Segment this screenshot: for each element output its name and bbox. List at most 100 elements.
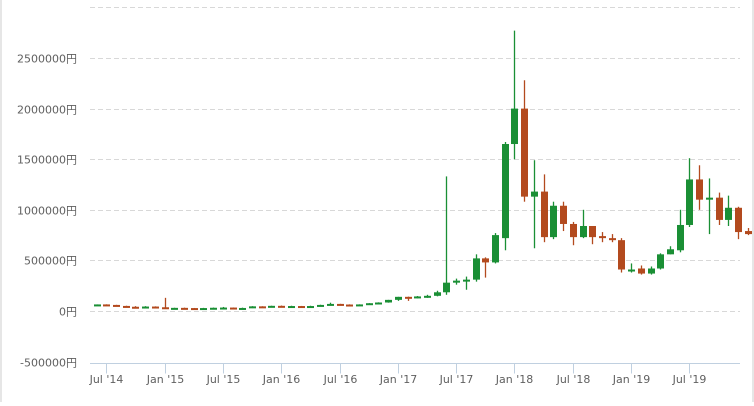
candle[interactable] <box>735 206 742 240</box>
candle[interactable] <box>618 238 625 273</box>
candle[interactable] <box>414 296 421 299</box>
candle[interactable] <box>268 305 275 308</box>
candle[interactable] <box>492 233 499 264</box>
candle[interactable] <box>677 209 684 253</box>
candle[interactable] <box>745 228 752 236</box>
candle-body <box>686 179 693 225</box>
candle[interactable] <box>424 294 431 298</box>
candle-body <box>337 303 344 306</box>
candle[interactable] <box>249 306 256 309</box>
candle[interactable] <box>200 307 207 311</box>
x-tick-label: Jul '18 <box>556 373 591 386</box>
candle[interactable] <box>531 160 538 249</box>
candle[interactable] <box>473 254 480 282</box>
candle[interactable] <box>142 306 149 309</box>
candle-body <box>239 307 246 310</box>
candle-body <box>443 282 450 293</box>
candle[interactable] <box>375 302 382 305</box>
candle[interactable] <box>511 30 518 160</box>
candle[interactable] <box>152 306 159 309</box>
candle[interactable] <box>638 265 645 275</box>
candle-body <box>599 236 606 239</box>
candle[interactable] <box>463 276 470 290</box>
candle-body <box>473 258 480 280</box>
candle[interactable] <box>113 304 120 307</box>
candle[interactable] <box>541 174 548 243</box>
candle-body <box>570 223 577 238</box>
candle[interactable] <box>259 306 266 309</box>
candle-body <box>259 306 266 309</box>
candle-body <box>531 191 538 197</box>
candle-body <box>346 304 353 307</box>
x-tick-label: Jan '16 <box>262 373 300 386</box>
candle[interactable] <box>317 304 324 307</box>
candle[interactable] <box>298 305 305 309</box>
candle[interactable] <box>502 141 509 251</box>
candle-body <box>395 296 402 300</box>
candle[interactable] <box>191 307 198 311</box>
candle[interactable] <box>589 225 596 245</box>
y-tick-label: 2500000円 <box>17 53 77 66</box>
x-tick-label: Jul '16 <box>323 373 358 386</box>
candle-body <box>589 225 596 238</box>
candle[interactable] <box>550 201 557 240</box>
candle[interactable] <box>560 201 567 232</box>
candle[interactable] <box>648 266 655 275</box>
candle-body <box>317 304 324 307</box>
candle[interactable] <box>307 305 314 309</box>
candle[interactable] <box>288 305 295 309</box>
candle[interactable] <box>434 290 441 297</box>
candle[interactable] <box>366 303 373 306</box>
candle-body <box>278 305 285 308</box>
candle-body <box>618 240 625 270</box>
candle-body <box>424 295 431 298</box>
candle-body <box>200 308 207 311</box>
candle[interactable] <box>337 303 344 306</box>
candle-body <box>385 299 392 303</box>
candle[interactable] <box>609 234 616 243</box>
candle-body <box>716 197 723 220</box>
candle[interactable] <box>521 80 528 202</box>
candle[interactable] <box>405 296 412 301</box>
candle[interactable] <box>230 307 237 310</box>
candle[interactable] <box>103 304 110 307</box>
candle[interactable] <box>706 178 713 235</box>
candle[interactable] <box>580 209 587 239</box>
candle[interactable] <box>686 158 693 228</box>
candle-body <box>210 307 217 310</box>
candle[interactable] <box>482 257 489 278</box>
candle[interactable] <box>628 263 635 273</box>
candle[interactable] <box>599 232 606 243</box>
candle[interactable] <box>725 195 732 226</box>
y-tick-label: 0円 <box>59 306 77 319</box>
candle[interactable] <box>346 304 353 307</box>
candle[interactable] <box>356 304 363 307</box>
candle-body <box>132 306 139 309</box>
candle[interactable] <box>696 165 703 210</box>
candle[interactable] <box>657 253 664 270</box>
y-tick-label: 1500000円 <box>17 154 77 167</box>
candle[interactable] <box>162 297 169 310</box>
x-tick-label: Jul '17 <box>439 373 474 386</box>
candle[interactable] <box>716 192 723 225</box>
candle-body <box>511 108 518 145</box>
candle[interactable] <box>132 306 139 309</box>
candle[interactable] <box>443 176 450 295</box>
candle-body <box>638 268 645 274</box>
candle[interactable] <box>239 307 246 310</box>
candle[interactable] <box>570 221 577 246</box>
candle[interactable] <box>453 278 460 285</box>
candle[interactable] <box>278 305 285 308</box>
candle[interactable] <box>94 304 101 307</box>
candle[interactable] <box>327 302 334 306</box>
candle[interactable] <box>171 307 178 310</box>
candle-body <box>745 231 752 235</box>
candle[interactable] <box>667 246 674 255</box>
candle[interactable] <box>395 296 402 301</box>
candle[interactable] <box>181 307 188 310</box>
candle[interactable] <box>385 299 392 303</box>
candle[interactable] <box>210 307 217 310</box>
candle-body <box>628 269 635 272</box>
candle[interactable] <box>123 305 130 308</box>
candle[interactable] <box>220 306 227 310</box>
